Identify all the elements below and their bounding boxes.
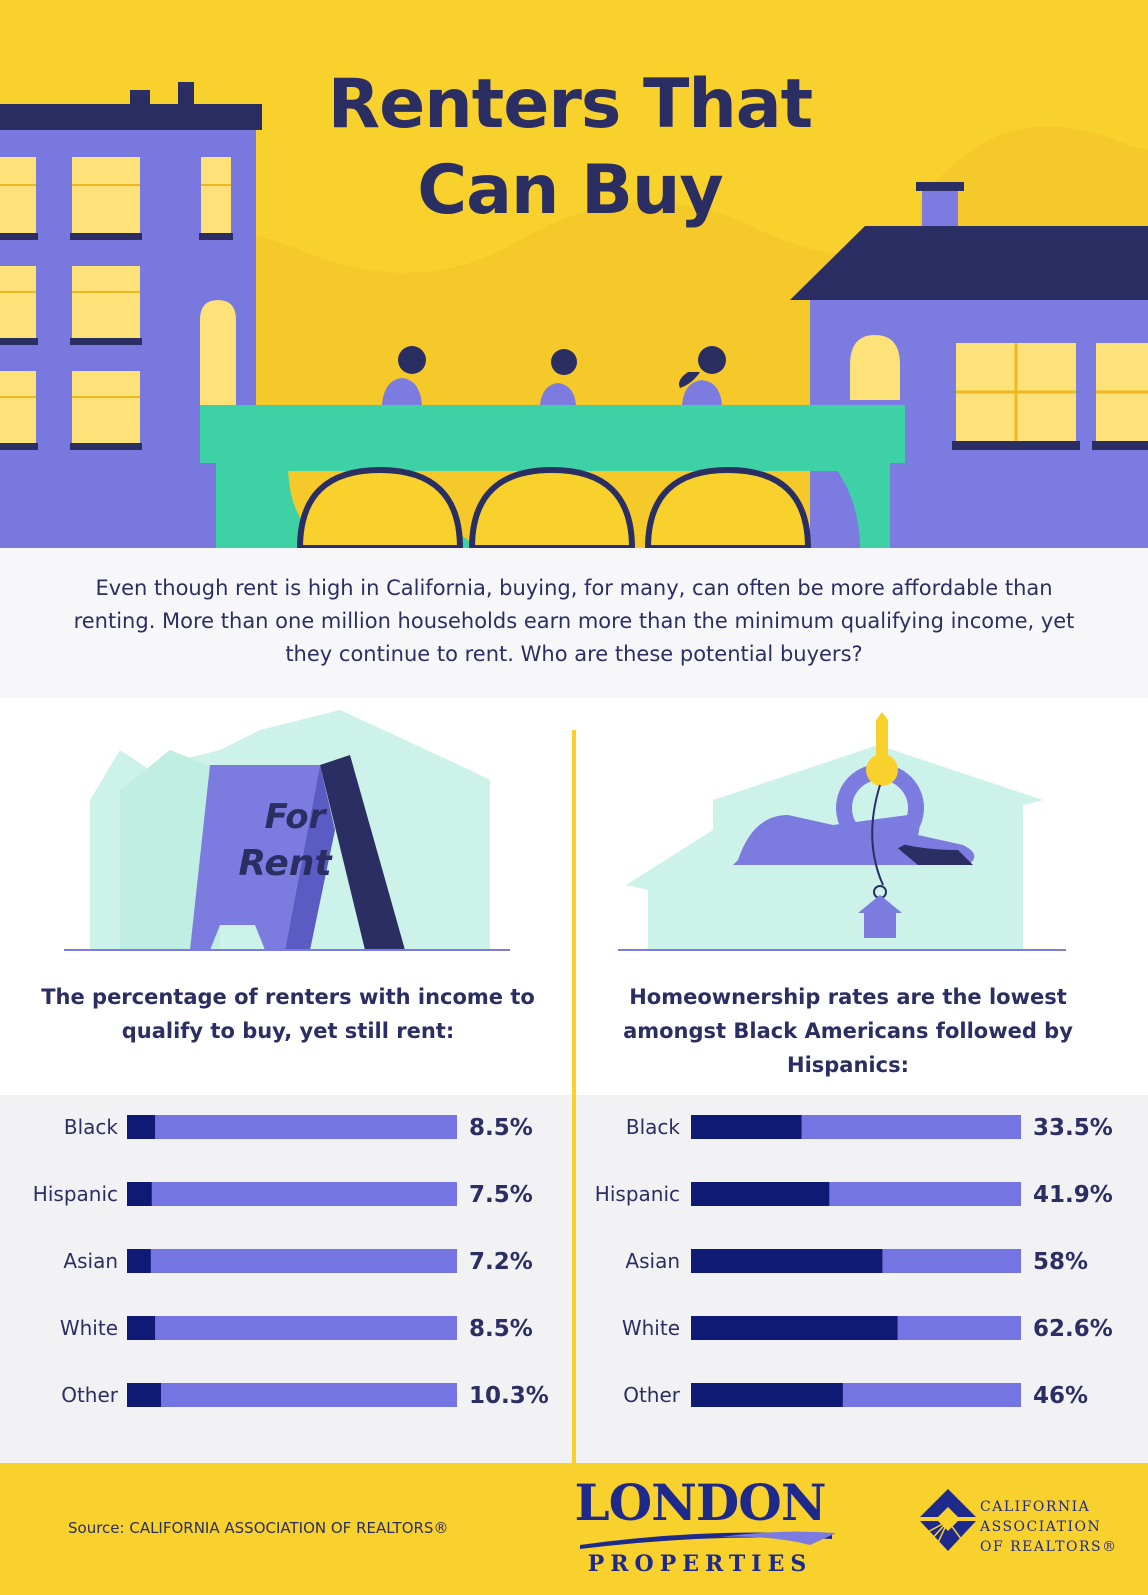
chart0-value-label: 7.5% [469, 1182, 533, 1208]
chart0-bar-track [127, 1249, 457, 1273]
chart0-category-label: White [60, 1316, 118, 1340]
hero-illustration [0, 82, 1148, 548]
right-chart-heading: Homeownership rates are the lowest among… [623, 985, 1073, 1077]
chart0-category-label: Other [61, 1383, 119, 1407]
chart1-value-label: 62.6% [1033, 1316, 1113, 1342]
chart1-category-label: Black [626, 1115, 681, 1139]
chart1-category-label: Asian [625, 1249, 680, 1273]
chart1-category-label: White [622, 1316, 680, 1340]
source-note: Source: CALIFORNIA ASSOCIATION OF REALTO… [68, 1519, 449, 1537]
car-text-line-3: OF REALTORS® [980, 1539, 1118, 1555]
london-properties-logo: LONDON PROPERTIES [570, 1473, 850, 1591]
house-key-illustration [618, 712, 1066, 951]
car-logo-text: CALIFORNIA ASSOCIATION OF REALTORS® [980, 1497, 1118, 1557]
center-divider [572, 730, 576, 1464]
car-emblem-icon [920, 1489, 976, 1551]
chart0-category-label: Hispanic [33, 1182, 118, 1206]
chart1-bar [691, 1115, 802, 1139]
for-rent-sign-illustration: For Rent [64, 710, 510, 951]
chart0-value-label: 7.2% [469, 1249, 533, 1275]
title-line-2: Can Buy [417, 151, 723, 230]
chart1-bar [691, 1383, 843, 1407]
sign-line-1: For [265, 797, 328, 837]
left-chart-heading: The percentage of renters with income to… [41, 985, 535, 1043]
chart1-bar [691, 1182, 830, 1206]
chart1-value-label: 58% [1033, 1249, 1088, 1275]
chart0-bar [127, 1115, 156, 1139]
car-text-line-2: ASSOCIATION [980, 1519, 1102, 1535]
chart1-value-label: 46% [1033, 1383, 1088, 1409]
hero-banner: Renters That Can Buy [0, 0, 1148, 548]
chart0-bar-track [127, 1383, 457, 1407]
sign-line-2: Rent [238, 843, 333, 884]
chart0-category-label: Asian [63, 1249, 118, 1273]
chart1-bar [691, 1249, 883, 1273]
chart0-value-label: 8.5% [469, 1115, 533, 1141]
london-logo-word: LONDON [574, 1473, 826, 1532]
chart0-bar-track [127, 1182, 457, 1206]
chart0-category-label: Black [64, 1115, 119, 1139]
chart1-value-label: 41.9% [1033, 1182, 1113, 1208]
chart0-value-label: 10.3% [469, 1383, 549, 1409]
chart1-category-label: Other [623, 1383, 681, 1407]
car-text-line-1: CALIFORNIA [980, 1499, 1091, 1515]
logo-swoosh-icon [580, 1531, 836, 1549]
chart1-value-label: 33.5% [1033, 1115, 1113, 1141]
title-line-1: Renters That [327, 65, 813, 144]
chart0-bar [127, 1182, 152, 1206]
homeownership-rate-chart: Black 33.5% Hispanic 41.9% Asian 58% White 62.6… [595, 1115, 1113, 1409]
car-logo: CALIFORNIA ASSOCIATION OF REALTORS® [918, 1487, 1138, 1577]
chart0-bar [127, 1316, 156, 1340]
renters-qualify-chart: Black 8.5% Hispanic 7.5% Asian 7.2% White 8.5% O… [33, 1115, 549, 1409]
chart0-bar [127, 1383, 161, 1407]
chart0-bar [127, 1249, 151, 1273]
chart1-bar [691, 1316, 898, 1340]
chart0-value-label: 8.5% [469, 1316, 533, 1342]
chart0-bar-track [127, 1115, 457, 1139]
intro-section: Even though rent is high in California, … [0, 548, 1148, 698]
page-title: Renters That Can Buy [240, 62, 900, 234]
chart1-category-label: Hispanic [595, 1182, 680, 1206]
properties-logo-word: PROPERTIES [587, 1551, 813, 1577]
intro-paragraph: Even though rent is high in California, … [73, 576, 1075, 666]
footer: Source: CALIFORNIA ASSOCIATION OF REALTO… [0, 1463, 1148, 1595]
chart0-bar-track [127, 1316, 457, 1340]
